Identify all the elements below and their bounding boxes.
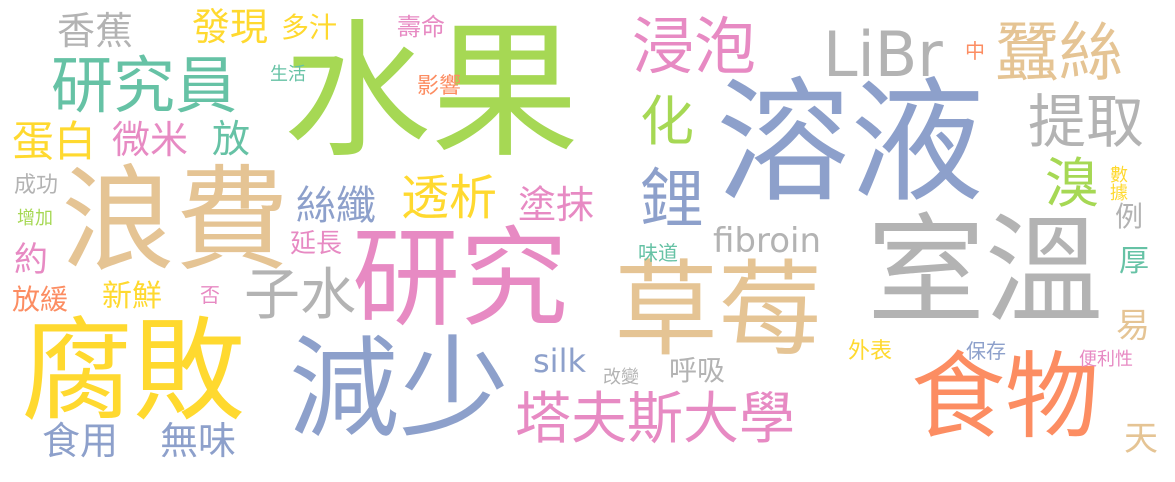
word-shiyong: 食用 bbox=[42, 419, 119, 463]
word-li: 鋰 bbox=[640, 163, 704, 237]
word-fou: 否 bbox=[200, 283, 220, 307]
word-tumo: 塗抹 bbox=[518, 183, 595, 227]
word-tafusi: 塔夫斯大學 bbox=[515, 387, 795, 452]
word-zengjia: 增加 bbox=[17, 208, 53, 229]
word-wuwei: 無味 bbox=[160, 419, 237, 463]
word-chenggong: 成功 bbox=[14, 173, 59, 198]
word-yi: 易 bbox=[1116, 306, 1150, 346]
word-duozhi: 多汁 bbox=[281, 11, 338, 44]
word-jianshao: 減少 bbox=[289, 325, 509, 453]
word-tian: 天 bbox=[1124, 419, 1158, 459]
word-weimi: 微米 bbox=[112, 118, 189, 162]
word-shiwen: 室溫 bbox=[867, 202, 1104, 340]
word-shiwu: 食物 bbox=[911, 343, 1100, 452]
word-langfei: 浪費 bbox=[61, 154, 290, 287]
word-tiqu: 提取 bbox=[1028, 88, 1145, 156]
word-silk: silk bbox=[533, 342, 586, 380]
word-shouming: 壽命 bbox=[397, 13, 445, 41]
word-yingxiang: 影響 bbox=[417, 74, 462, 99]
word-jinpao: 浸泡 bbox=[632, 10, 757, 83]
word-shuju: 數據 bbox=[1107, 165, 1128, 201]
word-fang: 放 bbox=[212, 117, 251, 161]
word-gaibian: 改變 bbox=[603, 367, 639, 388]
word-touxi: 透析 bbox=[401, 170, 498, 226]
word-danbai: 蛋白 bbox=[12, 117, 97, 166]
word-huxi: 呼吸 bbox=[669, 354, 726, 387]
word-shenghuo: 生活 bbox=[270, 64, 306, 85]
word-xiangjiao: 香蕉 bbox=[57, 9, 134, 53]
word-zishui: 子水 bbox=[244, 263, 356, 328]
word-li-example: 例 bbox=[1115, 200, 1144, 233]
word-cansi: 蠶絲 bbox=[995, 17, 1123, 91]
word-caomei: 草莓 bbox=[614, 249, 823, 371]
word-yanjiu: 研究 bbox=[352, 217, 569, 342]
word-weidao: 味道 bbox=[638, 241, 678, 265]
word-fanghuan: 放緩 bbox=[12, 283, 69, 316]
word-waibiao: 外表 bbox=[848, 339, 893, 364]
word-fubai: 腐敗 bbox=[21, 307, 245, 437]
word-shuiguo: 水果 bbox=[283, 6, 579, 178]
word-yanjiuyuan: 研究員 bbox=[51, 49, 238, 122]
word-hua: 化 bbox=[640, 90, 694, 153]
word-fibroin: fibroin bbox=[713, 221, 822, 261]
word-baocun: 保存 bbox=[966, 339, 1006, 363]
word-xiu: 溴 bbox=[1045, 152, 1099, 215]
word-xinxian: 新鮮 bbox=[102, 279, 162, 314]
word-hou: 厚 bbox=[1119, 244, 1149, 279]
word-yue: 約 bbox=[14, 240, 48, 280]
word-rongye: 溶液 bbox=[716, 65, 985, 221]
word-sixian: 絲纖 bbox=[296, 183, 376, 229]
word-yanchang: 延長 bbox=[290, 229, 343, 259]
word-zhong: 中 bbox=[965, 39, 985, 63]
word-bianlixing: 便利性 bbox=[1079, 349, 1133, 370]
word-libr: LiBr bbox=[823, 18, 943, 91]
word-faxian: 發現 bbox=[192, 5, 269, 49]
